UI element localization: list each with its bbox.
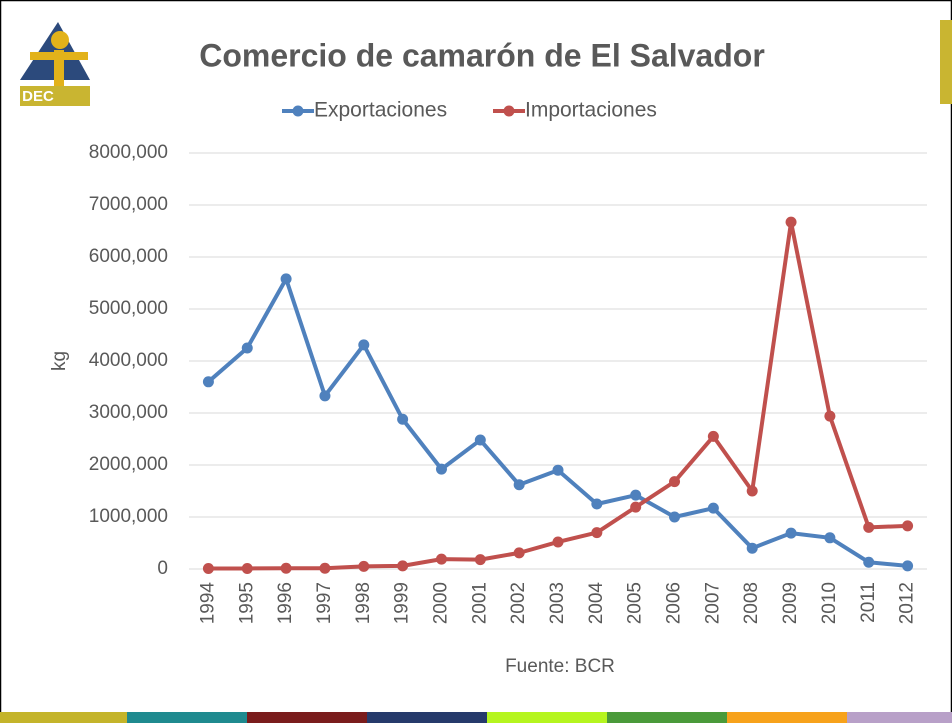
- data-point: [513, 547, 525, 559]
- data-point: [319, 562, 331, 574]
- strip-segment: [367, 712, 487, 723]
- strip-segment: [847, 712, 952, 723]
- x-tick-label: 2000: [430, 582, 451, 624]
- strip-segment: [0, 712, 127, 723]
- x-tick-label: 2002: [508, 582, 529, 624]
- x-tick-label: 1995: [236, 582, 257, 624]
- x-tick-label: 1994: [197, 582, 218, 625]
- data-point: [319, 390, 331, 402]
- data-point: [669, 476, 681, 488]
- x-tick-label: 2001: [469, 582, 490, 624]
- x-tick-label: 2006: [664, 582, 685, 624]
- data-point: [358, 339, 370, 351]
- legend-marker: [503, 105, 515, 117]
- source-note: Fuente: BCR: [505, 656, 615, 677]
- corner-accent: [940, 20, 952, 104]
- data-point: [863, 556, 875, 568]
- data-point: [513, 479, 525, 491]
- x-tick-label: 1997: [314, 582, 335, 624]
- data-point: [358, 560, 370, 572]
- y-axis-label: kg: [49, 351, 70, 371]
- data-point: [474, 434, 486, 446]
- logo-circle: [51, 31, 69, 49]
- strip-segment: [127, 712, 247, 723]
- data-point: [863, 521, 875, 533]
- x-tick-label: 2012: [897, 582, 918, 624]
- data-point: [746, 485, 758, 497]
- y-tick-label: 6000,000: [89, 246, 168, 267]
- x-tick-label: 2005: [625, 582, 646, 624]
- y-tick-label: 5000,000: [89, 298, 168, 319]
- data-point: [202, 562, 214, 574]
- data-point: [397, 560, 409, 572]
- data-point: [280, 562, 292, 574]
- x-tick-label: 1996: [275, 582, 296, 624]
- data-point: [707, 502, 719, 514]
- x-tick-label: 2011: [858, 582, 879, 623]
- x-tick-label: 2007: [702, 582, 723, 624]
- data-point: [707, 430, 719, 442]
- data-point: [630, 489, 642, 501]
- x-tick-label: 1999: [392, 582, 413, 624]
- strip-segment: [727, 712, 847, 723]
- logo-label: DEC: [22, 88, 54, 105]
- data-point: [552, 464, 564, 476]
- strip-segment: [487, 712, 607, 723]
- data-point: [241, 562, 253, 574]
- data-point: [824, 532, 836, 544]
- chart-title: Comercio de camarón de El Salvador: [199, 37, 765, 73]
- y-tick-label: 0: [157, 558, 168, 579]
- data-point: [241, 342, 253, 354]
- x-tick-label: 2004: [586, 582, 607, 625]
- data-point: [202, 376, 214, 388]
- x-tick-label: 2003: [547, 582, 568, 624]
- legend-marker: [292, 105, 304, 117]
- data-point: [902, 520, 914, 532]
- legend-label: Importaciones: [525, 99, 657, 122]
- y-tick-label: 8000,000: [89, 142, 168, 163]
- y-tick-label: 1000,000: [89, 506, 168, 527]
- y-tick-label: 7000,000: [89, 194, 168, 215]
- data-point: [435, 553, 447, 565]
- data-point: [474, 554, 486, 566]
- logo-stem: [54, 50, 64, 88]
- data-point: [435, 463, 447, 475]
- legend-label: Exportaciones: [314, 99, 447, 122]
- data-point: [669, 511, 681, 523]
- x-tick-label: 2008: [741, 582, 762, 624]
- data-point: [552, 536, 564, 548]
- logo-label-box: [20, 86, 90, 106]
- y-tick-label: 3000,000: [89, 402, 168, 423]
- color-strip: [0, 712, 952, 723]
- x-tick-label: 2010: [819, 582, 840, 624]
- data-point: [824, 410, 836, 422]
- data-point: [746, 542, 758, 554]
- data-point: [630, 501, 642, 513]
- data-point: [785, 216, 797, 228]
- strip-segment: [247, 712, 367, 723]
- y-tick-label: 2000,000: [89, 454, 168, 475]
- x-tick-label: 1998: [353, 582, 374, 624]
- data-point: [785, 527, 797, 539]
- data-point: [591, 527, 603, 539]
- data-point: [280, 273, 292, 285]
- y-tick-label: 4000,000: [89, 350, 168, 371]
- data-point: [902, 560, 914, 572]
- x-tick-label: 2009: [780, 582, 801, 624]
- data-point: [591, 498, 603, 510]
- data-point: [397, 413, 409, 425]
- strip-segment: [607, 712, 727, 723]
